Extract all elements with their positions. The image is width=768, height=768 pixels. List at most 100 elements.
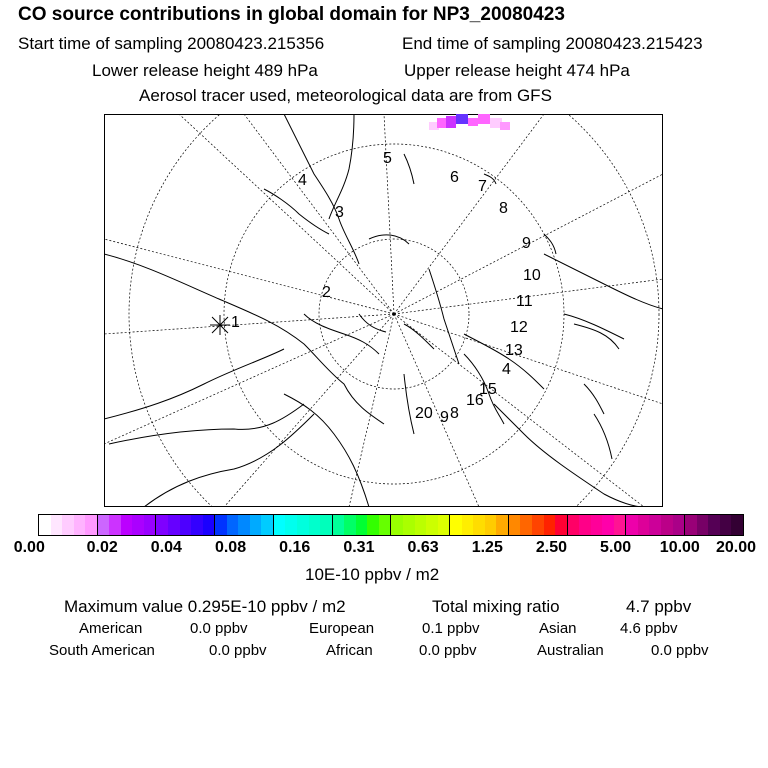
marker-10: 10	[523, 267, 541, 284]
colorbar-cell	[191, 515, 203, 535]
colorbar-cell	[156, 515, 169, 535]
colorbar-cell	[378, 515, 392, 535]
colorbar-cell	[120, 515, 133, 535]
colorbar-cell	[109, 515, 121, 535]
colorbar-tick-label: 0.00	[13, 539, 45, 556]
colorbar	[38, 514, 744, 536]
marker-13: 13	[505, 342, 523, 359]
total-mixing-value: 4.7 ppbv	[626, 597, 692, 616]
marker-20: 20	[415, 405, 433, 422]
region-value: 0.0 ppbv	[190, 620, 248, 637]
colorbar-cell	[461, 515, 474, 535]
colorbar-unit-label: 10E-10 ppbv / m2	[305, 565, 440, 584]
colorbar-tick-label: 5.00	[600, 539, 632, 556]
colorbar-tick-label: 0.08	[214, 539, 247, 556]
marker-15: 15	[479, 381, 497, 398]
colorbar-cell	[179, 515, 192, 535]
end-time-label: End time of sampling 20080423.215423	[402, 34, 703, 53]
marker-6: 6	[450, 169, 459, 186]
total-mixing-label: Total mixing ratio	[432, 597, 560, 616]
marker-11: 11	[516, 293, 533, 310]
colorbar-cell	[484, 515, 497, 535]
colorbar-cell	[590, 515, 603, 535]
max-value-label: Maximum value 0.295E-10 ppbv / m2	[64, 597, 346, 616]
colorbar-cell	[355, 515, 368, 535]
colorbar-cell	[97, 515, 110, 535]
colorbar-cell	[696, 515, 709, 535]
colorbar-tick-label: 0.04	[150, 539, 182, 556]
colorbar-cell	[62, 515, 74, 535]
marker-9: 9	[522, 235, 531, 252]
plume	[429, 114, 510, 130]
colorbar-cell	[132, 515, 144, 535]
colorbar-cell	[308, 515, 321, 535]
region-value: 0.0 ppbv	[209, 642, 267, 659]
colorbar-cell	[215, 515, 227, 535]
marker-19: 9	[440, 409, 449, 426]
colorbar-cell	[85, 515, 98, 535]
marker-18: 8	[450, 405, 459, 422]
colorbar-cell	[367, 515, 379, 535]
colorbar-cell	[649, 515, 661, 535]
marker-12: 12	[510, 319, 528, 336]
colorbar-cell	[402, 515, 415, 535]
colorbar-cell	[613, 515, 627, 535]
polar-map: 1 2 3 4 5 6 7 8 9 10 11 12 13 4 15 16 20…	[104, 114, 663, 507]
plume-cell	[468, 118, 478, 126]
marker-5: 5	[383, 150, 392, 167]
colorbar-tick-label: 2.50	[535, 539, 568, 556]
colorbar-cell	[543, 515, 556, 535]
colorbar-cell	[332, 515, 345, 535]
colorbar-cell	[143, 515, 157, 535]
lower-release-label: Lower release height 489 hPa	[92, 61, 318, 80]
trajectory-markers: 1 2 3 4 5 6 7 8 9 10 11 12 13 4 15 16 20…	[231, 150, 541, 426]
coastlines	[104, 114, 663, 507]
colorbar-cell	[249, 515, 262, 535]
colorbar-tick-label: 20.00	[715, 539, 757, 556]
region-value: 0.1 ppbv	[422, 620, 480, 637]
colorbar-cell	[602, 515, 614, 535]
colorbar-tick-label: 0.31	[343, 539, 375, 556]
colorbar-cell	[672, 515, 686, 535]
colorbar-cell	[238, 515, 250, 535]
marker-2: 2	[322, 284, 331, 301]
colorbar-tick-label: 0.16	[279, 539, 311, 556]
graticule	[104, 114, 663, 507]
start-time-label: Start time of sampling 20080423.215356	[18, 34, 325, 53]
colorbar-cell	[73, 515, 86, 535]
region-name: South American	[49, 642, 155, 659]
colorbar-cell	[719, 515, 732, 535]
region-name: European	[309, 620, 375, 637]
colorbar-tick-label: 0.63	[407, 539, 439, 556]
colorbar-cell	[579, 515, 591, 535]
colorbar-cell	[261, 515, 274, 535]
colorbar-cell	[508, 515, 521, 535]
region-value: 0.0 ppbv	[651, 642, 709, 659]
colorbar-tick-label: 1.25	[471, 539, 503, 556]
colorbar-cell	[637, 515, 650, 535]
marker-14: 4	[502, 361, 511, 378]
colorbar-cell	[344, 515, 356, 535]
colorbar-cell	[708, 515, 720, 535]
colorbar-cell	[660, 515, 673, 535]
plume-cell	[500, 122, 510, 130]
marker-1: 1	[231, 314, 240, 331]
colorbar-cell	[414, 515, 427, 535]
release-site	[210, 315, 230, 335]
colorbar-cell	[496, 515, 509, 535]
plume-cell	[429, 122, 439, 130]
chart-title: CO source contributions in global domain…	[18, 4, 565, 25]
colorbar-cell	[437, 515, 451, 535]
colorbar-cell	[391, 515, 403, 535]
upper-release-label: Upper release height 474 hPa	[404, 61, 630, 80]
colorbar-cell	[473, 515, 485, 535]
colorbar-cell	[567, 515, 580, 535]
colorbar-cell	[168, 515, 180, 535]
colorbar-cell	[202, 515, 216, 535]
colorbar-cell	[320, 515, 333, 535]
marker-3: 3	[335, 204, 344, 221]
region-name: Australian	[537, 642, 604, 659]
region-name: American	[79, 620, 143, 637]
colorbar-cell	[685, 515, 697, 535]
colorbar-cell	[450, 515, 462, 535]
